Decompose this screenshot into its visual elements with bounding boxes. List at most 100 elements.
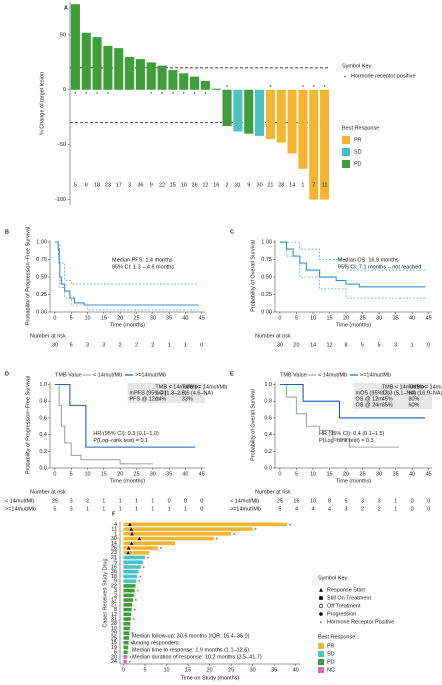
legend-title: TMB Value	[280, 372, 307, 378]
bar	[276, 89, 286, 143]
x-category-label: 2	[226, 182, 229, 188]
x-category-label: 26	[192, 182, 198, 188]
hormone-star: *	[74, 92, 77, 98]
y-tick-label: 1.0	[39, 382, 47, 388]
bar	[123, 569, 139, 574]
panel-label: D	[5, 371, 9, 377]
legend-label: >=14mut/Mb	[135, 372, 166, 378]
risk-count: 0	[411, 498, 414, 504]
bar	[123, 550, 150, 555]
x-tick-label: 25	[133, 471, 139, 477]
risk-count: 14	[310, 342, 316, 348]
y-axis-label: Probability of Progression−Free Survival	[25, 376, 31, 474]
table-cell: OS @ 12m	[356, 396, 384, 402]
x-category-label: 5	[74, 182, 77, 188]
bar	[123, 640, 129, 645]
hormone-star: *	[85, 92, 88, 98]
annotation: Median follow-up: 30.6 months (IQR: 16.4…	[132, 633, 250, 639]
x-category-label: 3	[128, 182, 131, 188]
risk-count: 4	[328, 506, 331, 512]
x-category-label: 17	[116, 182, 122, 188]
y-tick-label: 0.00	[36, 309, 47, 315]
x-category-label: 14	[289, 182, 295, 188]
risk-count: 1	[135, 506, 138, 512]
risk-count: 1	[135, 498, 138, 504]
y-tick-label: 0.8	[39, 399, 47, 405]
bar	[233, 89, 243, 132]
bar	[123, 565, 141, 569]
bar	[114, 48, 124, 90]
y-tick-label: 1.00	[36, 240, 47, 246]
x-category-label: 16	[213, 182, 219, 188]
hormone-star: *	[324, 85, 327, 91]
hormone-star: *	[147, 556, 150, 562]
y-category-label: 11	[111, 527, 117, 533]
risk-count: 1	[184, 342, 187, 348]
bar	[298, 89, 308, 169]
risk-count: 1	[86, 506, 89, 512]
panel-label: E	[230, 371, 234, 377]
hormone-star: *	[160, 547, 163, 553]
x-tick-label: 25	[228, 667, 234, 673]
bar	[123, 546, 158, 550]
x-tick-label: 0	[53, 471, 56, 477]
ci-line	[54, 241, 199, 311]
y-category-label: 17	[111, 598, 117, 604]
y-category-label: 28	[111, 621, 117, 627]
risk-count: 5	[361, 342, 364, 348]
risk-count: 0	[427, 342, 430, 348]
risk-count: 12	[326, 342, 332, 348]
x-category-label: 11	[322, 182, 328, 188]
risk-count: 1	[184, 506, 187, 512]
y-tick-label: 1.0	[264, 382, 272, 388]
y-category-label: 31	[111, 616, 117, 622]
risk-count: 0	[427, 506, 430, 512]
bar	[123, 593, 134, 598]
x-tick-label: 5	[295, 315, 298, 321]
panel-label: C	[230, 229, 234, 235]
risk-count: 4	[311, 506, 314, 512]
symbol-key-title: Symbol Key	[318, 575, 348, 581]
table-cell: 45%	[382, 396, 393, 402]
hormone-star: *	[138, 580, 141, 586]
symbol-key-label: Off Treatment	[327, 603, 361, 609]
x-category-label: 31	[235, 182, 241, 188]
bar	[123, 636, 130, 640]
risk-count: 5	[378, 342, 381, 348]
y-axis-label: Probability of Overall Survival	[250, 240, 256, 312]
y-category-label: 23	[111, 550, 117, 556]
x-tick-label: 10	[84, 471, 90, 477]
x-tick-label: 25	[360, 471, 366, 477]
response-start	[137, 536, 142, 541]
y-tick-label: 0.75	[261, 257, 272, 263]
risk-count: 3	[86, 342, 89, 348]
bar	[123, 579, 137, 583]
legend-label: NC	[327, 667, 335, 673]
legend-label: PR	[327, 643, 335, 649]
x-tick-label: 10	[84, 315, 90, 321]
symbol-key-label: Progression	[327, 611, 356, 617]
bar	[81, 32, 91, 90]
y-tick-label: 0.0	[39, 465, 47, 471]
x-category-label: 10	[181, 182, 187, 188]
risk-count: 3	[361, 498, 364, 504]
y-axis-label: % Change of target lesion	[39, 72, 45, 135]
x-tick-label: 45	[199, 471, 205, 477]
y-category-label: 21	[111, 555, 117, 561]
y-category-label: 18	[111, 574, 117, 580]
y-category-label: 5	[114, 560, 117, 566]
table-header: TMB < 14mut/Mb	[155, 384, 197, 390]
symbol-key-title: Symbol Key	[342, 63, 372, 69]
risk-count: 3	[378, 498, 381, 504]
risk-count: 2	[151, 342, 154, 348]
y-category-label: 16	[111, 564, 117, 570]
hormone-star: *	[137, 590, 140, 596]
x-tick-label: 10	[310, 471, 316, 477]
legend-swatch	[318, 667, 324, 673]
table-bg	[353, 383, 432, 409]
x-tick-label: 45	[426, 315, 432, 321]
x-category-label: 1	[301, 182, 304, 188]
x-category-label: 21	[267, 182, 273, 188]
bar	[135, 59, 145, 90]
annotation: Among responders:	[132, 640, 180, 646]
